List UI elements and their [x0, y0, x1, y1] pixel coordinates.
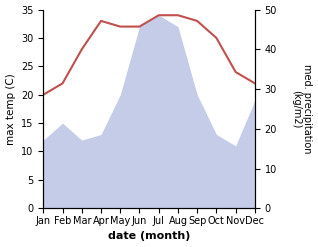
Y-axis label: max temp (C): max temp (C): [5, 73, 16, 145]
Y-axis label: med. precipitation
(kg/m2): med. precipitation (kg/m2): [291, 64, 313, 154]
X-axis label: date (month): date (month): [108, 231, 190, 242]
